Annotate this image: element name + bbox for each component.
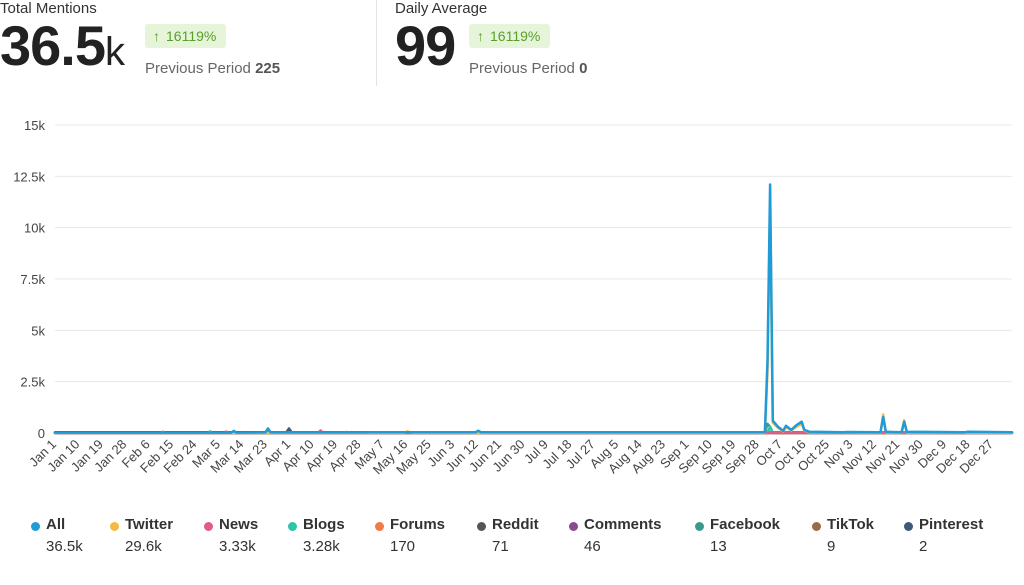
previous-period: Previous Period 0	[469, 60, 587, 77]
y-tick-label: 12.5k	[13, 169, 45, 184]
legend-dot-icon	[204, 522, 213, 531]
legend-label: All	[46, 516, 66, 533]
series-line-all	[53, 183, 1014, 434]
legend-value: 46	[584, 538, 601, 555]
previous-period-value: 225	[255, 60, 281, 77]
previous-period-value: 0	[579, 60, 588, 77]
legend-dot-icon	[569, 522, 578, 531]
legend-dot-icon	[695, 522, 704, 531]
legend-label: Pinterest	[919, 516, 984, 533]
legend-value: 29.6k	[125, 538, 162, 555]
legend-dot-icon	[477, 522, 486, 531]
legend-dot-icon	[812, 522, 821, 531]
series-line-twitter	[53, 199, 1014, 435]
legend-dot-icon	[31, 522, 40, 531]
legend-dot-icon	[375, 522, 384, 531]
legend-dot-icon	[288, 522, 297, 531]
legend-value: 170	[390, 538, 416, 555]
legend-label: Twitter	[125, 516, 174, 533]
legend-value: 36.5k	[46, 538, 83, 555]
change-value: 16119%	[490, 28, 541, 44]
legend-label: Forums	[390, 516, 446, 533]
chart-legend: All 36.5k Twitter 29.6k News 3.33k Blogs 3.28k F…	[0, 516, 1024, 576]
arrow-up-icon: ↑	[477, 28, 484, 44]
legend-label: Comments	[584, 516, 662, 533]
stat-divider	[376, 0, 377, 86]
previous-period-label: Previous Period	[145, 60, 251, 77]
change-value: 16119%	[166, 28, 217, 44]
previous-period: Previous Period 225	[145, 60, 280, 77]
stat-unit: k	[105, 30, 125, 74]
change-badge: ↑ 16119%	[469, 24, 551, 48]
y-tick-label: 0	[38, 426, 45, 441]
y-tick-label: 7.5k	[20, 272, 45, 287]
legend-value: 3.33k	[219, 538, 256, 555]
legend-value: 71	[492, 538, 509, 555]
y-tick-label: 5k	[31, 323, 45, 338]
y-tick-label: 2.5k	[20, 375, 45, 390]
legend-value: 2	[919, 538, 928, 555]
stat-title: Total Mentions	[0, 0, 97, 17]
arrow-up-icon: ↑	[153, 28, 160, 44]
y-tick-label: 10k	[24, 221, 45, 236]
change-badge: ↑ 16119%	[145, 24, 227, 48]
stat-number: 36.5	[0, 14, 106, 77]
previous-period-label: Previous Period	[469, 60, 575, 77]
legend-value: 13	[710, 538, 727, 555]
legend-label: Facebook	[710, 516, 781, 533]
legend-value: 3.28k	[303, 538, 340, 555]
stat-value: 99	[395, 18, 456, 74]
legend-label: TikTok	[827, 516, 874, 533]
legend-dot-icon	[110, 522, 119, 531]
legend-label: News	[219, 516, 259, 533]
y-tick-label: 15k	[24, 118, 45, 133]
stat-value: 36.5k	[0, 18, 125, 74]
legend-label: Blogs	[303, 516, 345, 533]
legend-value: 9	[827, 538, 836, 555]
legend-label: Reddit	[492, 516, 539, 533]
legend-dot-icon	[904, 522, 913, 531]
stat-title: Daily Average	[395, 0, 488, 17]
stat-number: 99	[395, 14, 456, 77]
